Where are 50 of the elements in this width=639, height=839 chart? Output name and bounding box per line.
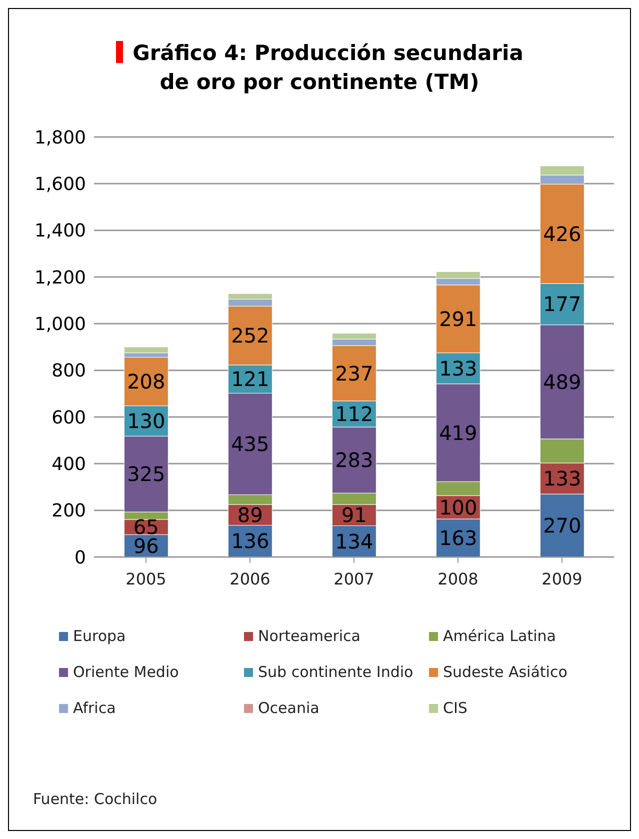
bar [124, 346, 168, 354]
y-tick-label: 1,800 [34, 127, 86, 148]
data-label: 177 [543, 292, 582, 316]
legend-label: Africa [73, 699, 116, 717]
data-label: 270 [543, 514, 582, 538]
data-label: 100 [439, 495, 478, 520]
source-note: Fuente: Cochilco [33, 790, 158, 808]
legend-label: Oriente Medio [73, 663, 179, 681]
data-label: 134 [335, 529, 374, 554]
y-tick-label: 400 [52, 454, 86, 476]
data-label: 426 [543, 222, 582, 246]
data-label: 91 [341, 503, 367, 528]
legend-label: Sub continente Indio [258, 663, 414, 681]
x-tick-label: 2006 [230, 569, 270, 588]
legend-label: CIS [443, 699, 468, 717]
data-label: 489 [543, 370, 582, 394]
legend-label: Oceania [258, 699, 320, 717]
data-label: 112 [335, 402, 374, 426]
data-label: 133 [439, 356, 478, 380]
chart-title: Gráfico 4: Producción secundaria de oro por continente (TM) [132, 41, 524, 94]
x-tick-label: 2009 [542, 569, 582, 588]
y-tick-label: 1,000 [34, 314, 86, 336]
data-label: 130 [127, 408, 166, 433]
data-label: 291 [439, 306, 478, 331]
data-label: 419 [439, 420, 478, 445]
data-label: 121 [231, 367, 270, 392]
legend-label: Sudeste Asiático [443, 663, 568, 681]
data-label: 283 [335, 448, 374, 472]
y-tick-label: 200 [52, 500, 86, 522]
data-label: 208 [127, 370, 166, 394]
y-tick-label: 1,600 [34, 174, 86, 196]
y-tick-label: 800 [52, 360, 86, 382]
legend-label: América Latina [443, 627, 556, 645]
data-label: 252 [231, 324, 270, 348]
data-label: 133 [543, 466, 582, 490]
data-label: 89 [237, 502, 263, 527]
legend-label: Norteamerica [258, 627, 360, 645]
data-label: 435 [231, 432, 270, 456]
data-label: 136 [231, 529, 270, 554]
data-label: 237 [335, 361, 374, 386]
x-tick-label: 2007 [334, 569, 374, 588]
y-tick-label: 1,200 [34, 267, 86, 288]
data-label: 163 [439, 526, 478, 550]
y-tick-label: 600 [52, 407, 86, 428]
data-label: 325 [127, 462, 166, 486]
x-tick-label: 2005 [126, 569, 166, 588]
y-tick-label: 1,400 [34, 220, 86, 242]
legend-label: Europa [73, 627, 126, 645]
y-tick-label: 0 [74, 547, 86, 568]
x-tick-label: 2008 [438, 569, 478, 588]
